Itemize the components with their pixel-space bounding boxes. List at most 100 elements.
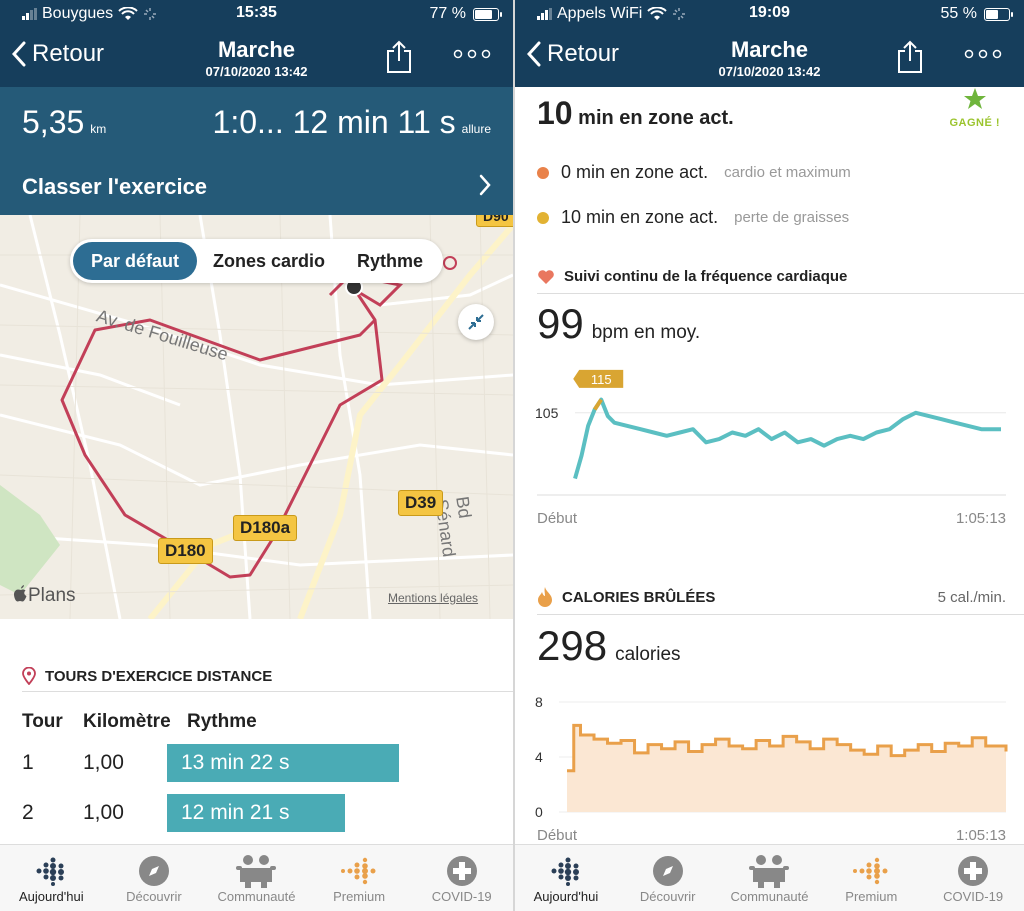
heart-rate-line [573,397,1001,480]
calories-header: CALORIES BRÛLÉES [537,586,715,608]
premium-dots-icon [341,857,376,885]
heart-rate-value: 99 [537,300,584,347]
calories-line [567,723,1008,773]
divider [537,293,1024,294]
lap-number: 2 [22,801,34,824]
tab-label: Premium [845,889,898,904]
zone-value: 0 min en zone act. [561,162,709,182]
left-screen: Bouygues 15:35 77 % Retour Marche 07/10/… [0,0,513,911]
tab-label: Premium [333,889,386,904]
maps-attribution-label: Plans [28,585,76,606]
tab-premium[interactable]: Premium [820,845,922,911]
tab-community[interactable]: Communauté [205,845,308,911]
back-button[interactable]: Retour [12,40,104,68]
plus-circle-icon [958,856,989,886]
page-subtitle: 07/10/2020 13:42 [205,64,308,79]
tab-pace[interactable]: Rythme [356,250,423,271]
tab-label: Aujourd'hui [18,889,84,904]
status-left: Appels WiFi [537,5,686,23]
heart-icon [538,269,554,284]
tab-discover[interactable]: Découvrir [617,845,719,911]
pace-unit: allure [461,122,491,136]
distance-number: 5,35 [22,104,85,140]
signal-icon [22,8,37,20]
goal-badge-label: GAGNÉ ! [949,117,1000,129]
tab-default[interactable]: Par défaut [73,242,197,280]
more-dots-icon [964,49,1002,59]
zone-value: 10 min en zone act. [561,207,719,227]
classify-exercise-row[interactable]: Classer l'exercice [22,174,491,200]
distance-unit: km [90,122,107,136]
reference-label: 105 [535,405,559,421]
tab-today[interactable]: Aujourd'hui [515,845,617,911]
calories-chart[interactable]: 0 4 8 [515,690,1024,830]
tab-label: Communauté [730,889,809,904]
road-badge: D180 [158,538,213,564]
status-left: Bouygues [22,5,157,23]
y-tick-label: 8 [535,694,543,710]
activity-spinner-icon [673,8,686,20]
map-background [0,215,513,619]
heart-rate-unit: bpm en moy. [591,322,701,343]
fitbit-dots-icon [36,857,65,886]
chart-start-label: Début [537,510,578,527]
community-icon [236,855,277,888]
tab-premium[interactable]: Premium [308,845,411,911]
share-button[interactable] [385,40,413,79]
zone-row-cardio: 0 min en zone act. cardio et maximum [537,162,851,183]
battery-icon [984,7,1013,21]
tab-label: COVID-19 [943,889,1004,904]
page-title: Marche [730,37,809,62]
chevron-right-icon [479,174,491,196]
calorie-rate: 5 cal./min. [937,589,1006,606]
more-options-button[interactable] [964,47,1002,59]
peak-tag [573,369,624,388]
tab-today[interactable]: Aujourd'hui [0,845,103,911]
tab-cardio-zones[interactable]: Zones cardio [212,250,326,271]
plus-circle-icon [446,856,477,886]
active-zone-minutes: 10 [537,95,573,131]
pace-value: 1:0... 12 min 11 s allure [213,104,491,141]
collapse-map-button[interactable] [458,304,494,340]
legal-notice-link[interactable]: Mentions légales [388,591,479,605]
status-time: 15:35 [236,4,277,21]
screen-divider [513,0,515,911]
share-button[interactable] [896,40,924,79]
status-bar: Bouygues 15:35 77 % [0,0,513,28]
wifi-icon [118,7,138,20]
status-bar: Appels WiFi 19:09 55 % [515,0,1024,28]
battery-percent: 77 % [429,5,466,22]
premium-dots-icon [853,857,888,885]
route-map[interactable]: Par défaut Zones cardio Rythme Av. de Fo… [0,215,513,619]
distance-value: 5,35 km [22,104,106,141]
zone-dot [537,166,549,179]
star-icon [963,88,986,109]
chart-start-label: Début [537,827,578,844]
zone-dot [537,211,549,224]
back-button[interactable]: Retour [527,40,619,68]
battery-percent: 55 % [940,5,977,22]
more-options-button[interactable] [453,47,491,59]
laps-section: TOURS D'EXERCICE DISTANCE Tour Kilomètre… [0,619,513,844]
tab-covid[interactable]: COVID-19 [410,845,513,911]
page-title: Marche [217,37,296,62]
calories-unit: calories [615,644,681,665]
wifi-icon [647,7,668,20]
heart-rate-chart[interactable]: 105 115 [515,365,1024,525]
activity-spinner-icon [144,8,157,20]
divider [22,691,513,692]
heart-rate-header: Suivi continu de la fréquence cardiaque [537,268,847,285]
map-mode-selector: Par défaut Zones cardio Rythme [70,239,443,283]
lap-number: 1 [22,751,34,774]
calories-title: CALORIES BRÛLÉES [562,588,716,606]
tab-community[interactable]: Communauté [719,845,821,911]
duration-truncated: 1:0... [212,104,284,140]
compass-icon [138,856,169,886]
navigation-bar: Appels WiFi 19:09 55 % Retour Marche 07/… [515,0,1024,87]
tab-covid[interactable]: COVID-19 [922,845,1024,911]
tab-bar: Aujourd'hui Découvrir Communauté Premium… [0,844,513,911]
battery-icon [473,7,502,21]
tab-label: COVID-19 [431,889,492,904]
road-badge: D180a [233,515,298,541]
tab-discover[interactable]: Découvrir [103,845,206,911]
